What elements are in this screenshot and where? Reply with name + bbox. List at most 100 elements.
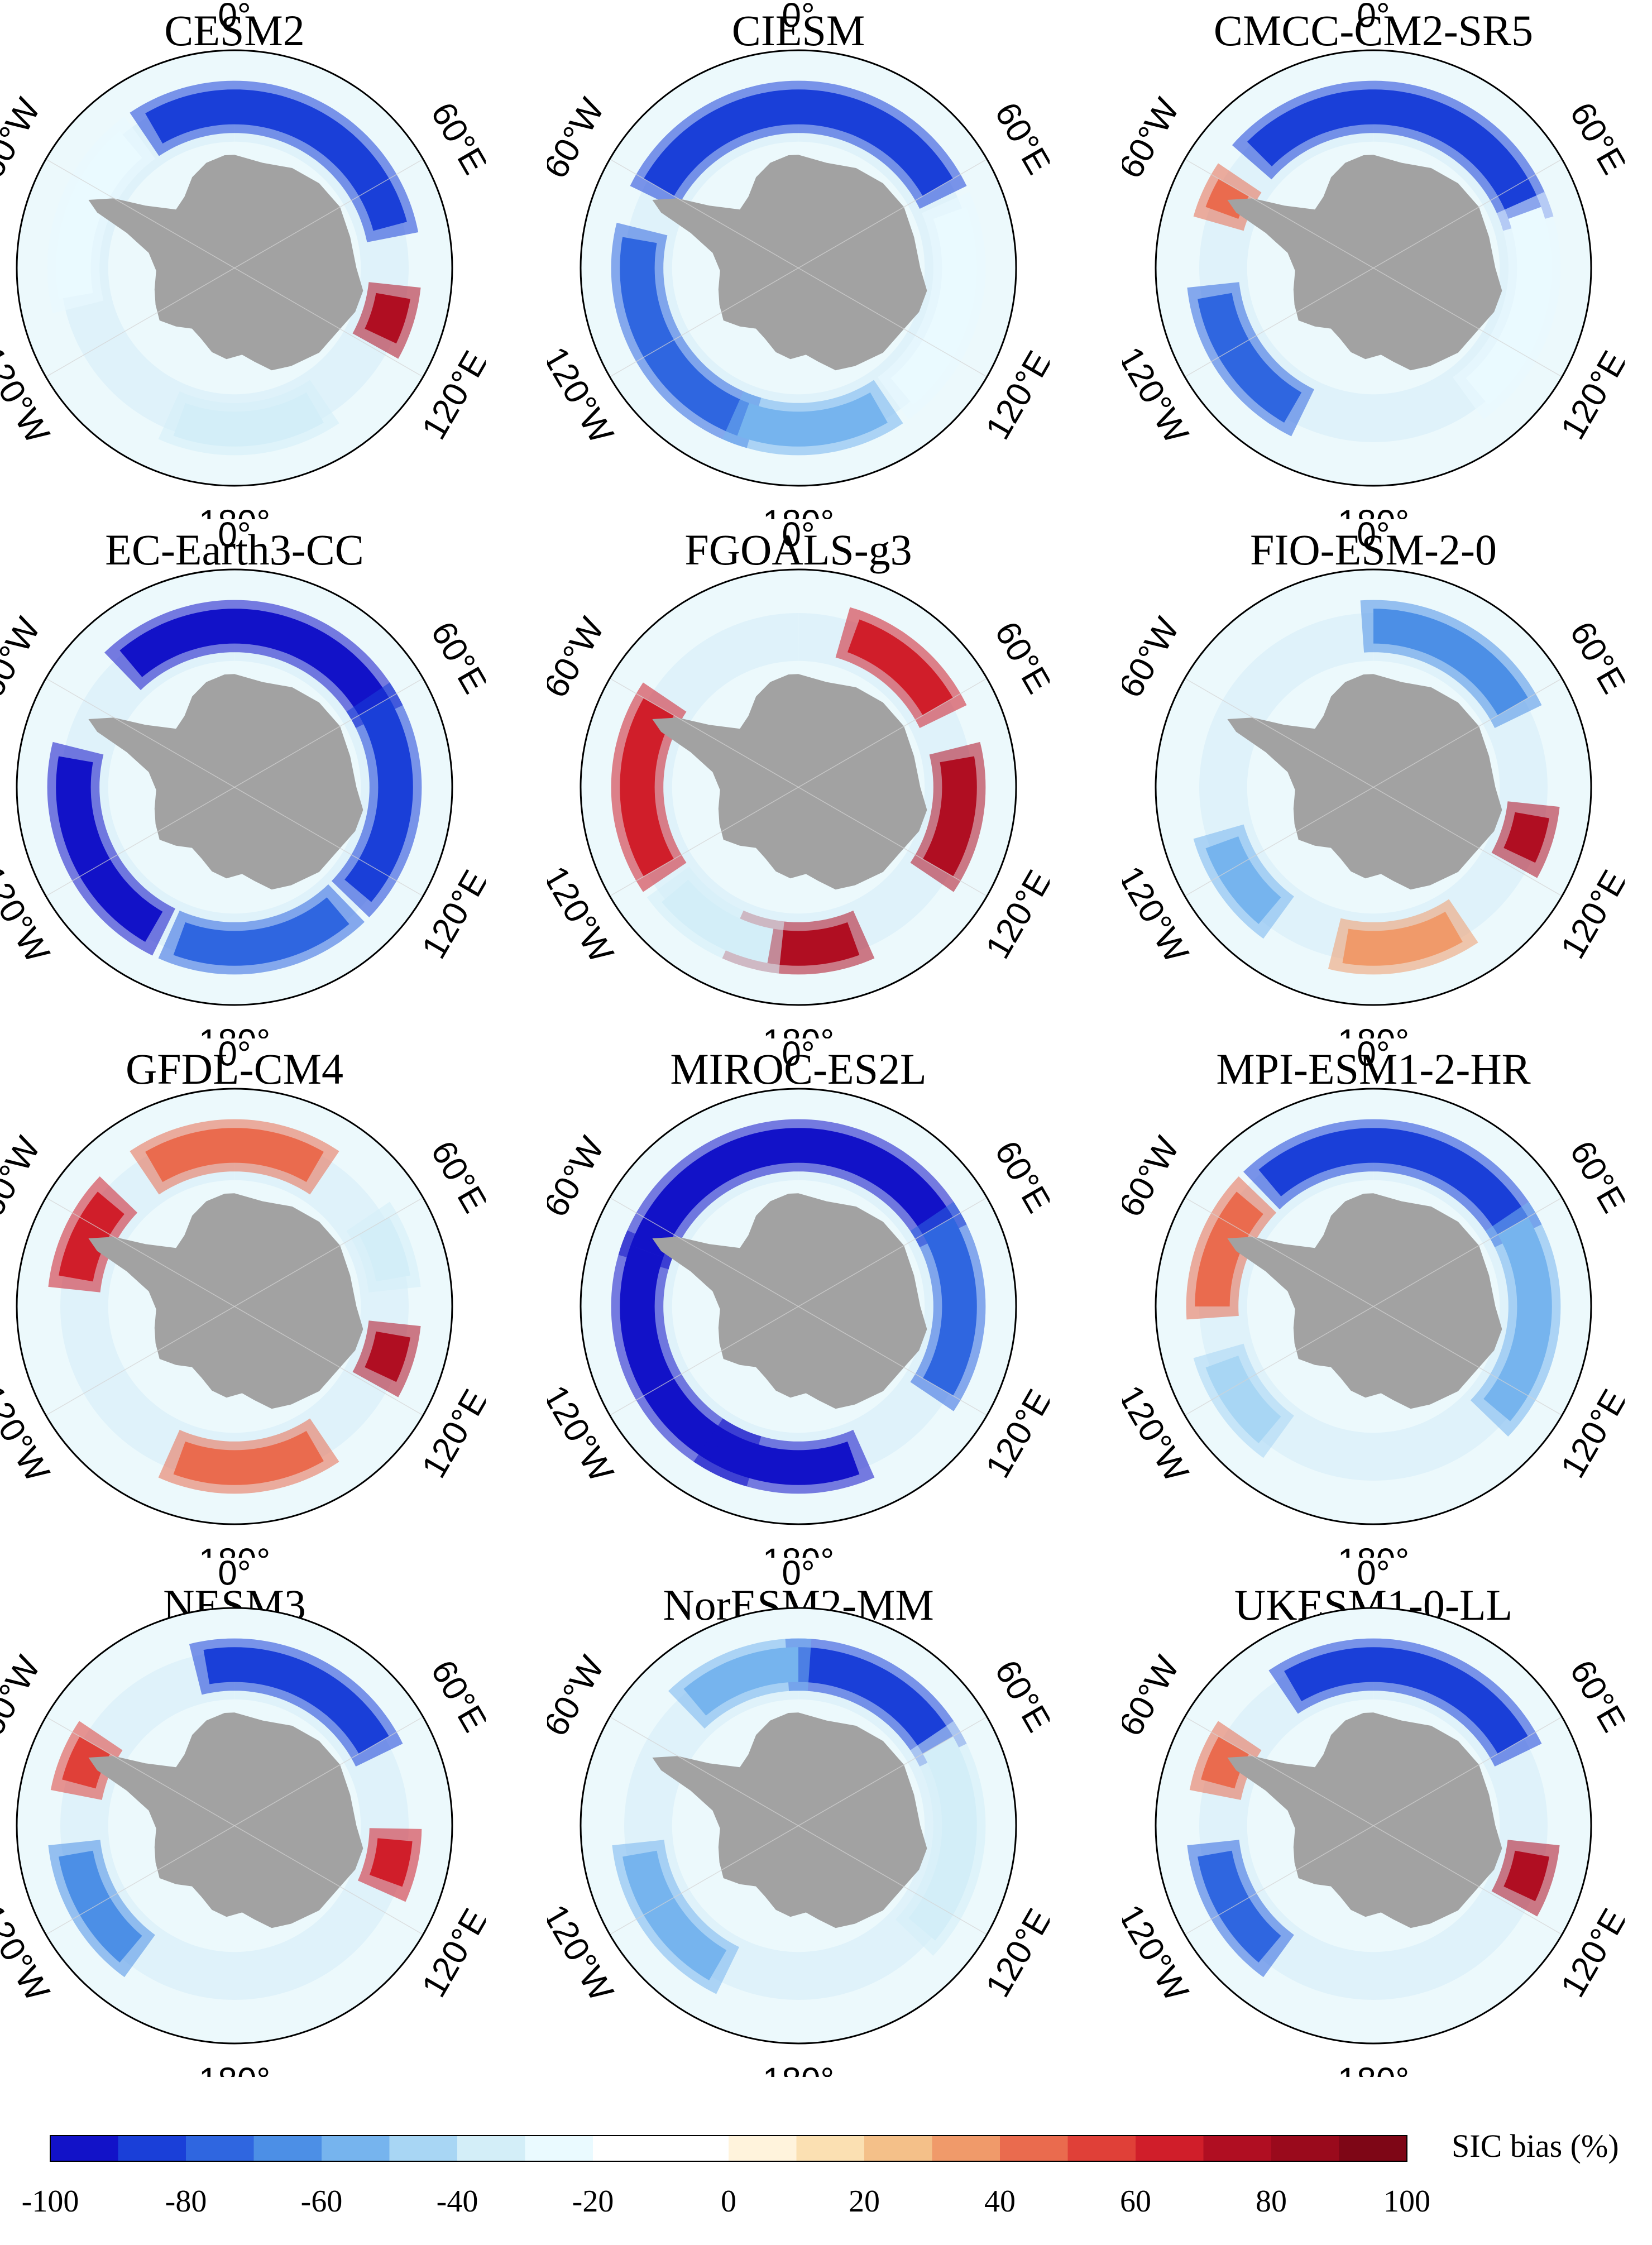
bias-region bbox=[145, 89, 407, 231]
panel-title: CESM2 bbox=[164, 6, 305, 55]
bias-region bbox=[737, 392, 888, 447]
colorbar-tick-label: 60 bbox=[1120, 2184, 1151, 2219]
map-frame bbox=[16, 1607, 453, 2045]
longitude-label: 60°W bbox=[1122, 1649, 1187, 1743]
longitude-label: 180° bbox=[199, 2061, 270, 2077]
bias-region bbox=[709, 1430, 860, 1485]
bias-region bbox=[683, 1647, 798, 1716]
colorbar-segment bbox=[457, 2136, 526, 2161]
bias-region bbox=[798, 1647, 953, 1754]
longitude-label: 180° bbox=[1338, 1022, 1409, 1038]
panel-grid: CESM20°60°E120°E180°120°W60°WCIESM0°60°E… bbox=[0, 0, 1625, 2077]
colorbar-tick-label: -40 bbox=[437, 2184, 478, 2219]
colorbar-segment bbox=[796, 2136, 865, 2161]
map-frame bbox=[1155, 1088, 1592, 1525]
longitude-label: 180° bbox=[199, 1022, 270, 1038]
map-frame bbox=[16, 1088, 453, 1525]
colorbar-segment bbox=[1271, 2136, 1340, 2161]
colorbar-segment bbox=[389, 2136, 458, 2161]
colorbar-segment bbox=[660, 2136, 729, 2161]
meridian-line bbox=[1184, 1716, 1563, 1935]
bias-region bbox=[620, 698, 674, 877]
longitude-label: 60°E bbox=[423, 96, 486, 181]
bias-region bbox=[890, 207, 977, 405]
colorbar-tick-label: -100 bbox=[22, 2184, 79, 2219]
bias-region bbox=[173, 897, 349, 966]
bias-region bbox=[369, 1838, 413, 1887]
colorbar-segment bbox=[50, 2136, 119, 2161]
longitude-label: 60°E bbox=[423, 1135, 486, 1219]
longitude-label: 60°W bbox=[547, 1649, 612, 1743]
bias-region bbox=[1503, 812, 1549, 863]
meridian-line bbox=[609, 678, 988, 897]
longitude-label: 0° bbox=[782, 0, 815, 35]
longitude-label: 180° bbox=[1338, 503, 1409, 519]
longitude-label: 180° bbox=[763, 1022, 834, 1038]
longitude-label: 180° bbox=[1338, 1542, 1409, 1558]
map-frame bbox=[580, 1607, 1017, 2045]
longitude-label: 180° bbox=[199, 503, 270, 519]
longitude-label: 0° bbox=[218, 0, 251, 35]
longitude-label: 180° bbox=[1338, 2061, 1409, 2077]
panel-title: MPI-ESM1-2-HR bbox=[1216, 1045, 1531, 1093]
bias-region bbox=[173, 1430, 324, 1485]
colorbar-segment bbox=[253, 2136, 322, 2161]
meridian-line bbox=[1184, 1197, 1563, 1416]
bias-region bbox=[1503, 1850, 1549, 1902]
map-frame bbox=[580, 568, 1017, 1006]
bias-region bbox=[203, 1647, 389, 1754]
bias-region bbox=[1258, 1128, 1528, 1235]
bias-region bbox=[623, 1850, 727, 1980]
meridian-line bbox=[609, 1716, 988, 1935]
bias-region bbox=[344, 698, 413, 902]
longitude-label: 180° bbox=[763, 503, 834, 519]
bias-region bbox=[620, 237, 749, 436]
bias-region bbox=[1373, 609, 1528, 716]
panel-title: CMCC-CM2-SR5 bbox=[1213, 6, 1534, 55]
map-frame bbox=[1155, 568, 1592, 1006]
meridian-line bbox=[609, 159, 988, 377]
bias-region bbox=[908, 1736, 977, 1941]
longitude-label: 60°W bbox=[547, 92, 612, 185]
longitude-label: 0° bbox=[1357, 1038, 1390, 1073]
map-frame bbox=[580, 1088, 1017, 1525]
colorbar-segment bbox=[864, 2136, 933, 2161]
colorbar-title: SIC bias (%) bbox=[1452, 2128, 1619, 2164]
panel-title: GFDL-CM4 bbox=[125, 1045, 344, 1093]
bias-region bbox=[922, 756, 977, 877]
map-frame bbox=[1155, 1607, 1592, 2045]
bias-region bbox=[365, 293, 410, 344]
colorbar-tick-label: -80 bbox=[165, 2184, 207, 2219]
colorbar-segment bbox=[593, 2136, 662, 2161]
longitude-label: 60°W bbox=[547, 1130, 612, 1223]
longitude-label: 0° bbox=[218, 1558, 251, 1592]
colorbar-segment bbox=[118, 2136, 186, 2161]
colorbar-segment bbox=[186, 2136, 255, 2161]
longitude-label: 60°E bbox=[987, 1135, 1050, 1219]
meridian-line bbox=[45, 1197, 424, 1416]
meridian-line bbox=[45, 1716, 424, 1935]
bias-region bbox=[1195, 1191, 1263, 1306]
meridian-line bbox=[45, 159, 424, 377]
bias-region bbox=[59, 1850, 142, 1962]
colorbar-segment bbox=[1339, 2136, 1407, 2161]
longitude-label: 0° bbox=[782, 1558, 815, 1592]
panel-title: FIO-ESM-2-0 bbox=[1250, 525, 1497, 574]
bias-region bbox=[1466, 207, 1552, 405]
colorbar-segment bbox=[1000, 2136, 1069, 2161]
bias-region bbox=[119, 609, 389, 716]
colorbar-tick-label: -60 bbox=[301, 2184, 343, 2219]
bias-region bbox=[56, 131, 142, 299]
colorbar: -100 -80 -60 -40 -20 0 20 40 60 80 100 SIC bias (%) bbox=[22, 2128, 1619, 2219]
colorbar-tick-label: 0 bbox=[721, 2184, 736, 2219]
map-frame bbox=[1155, 49, 1592, 487]
colorbar-tick-label: -20 bbox=[572, 2184, 614, 2219]
bias-region bbox=[1342, 911, 1463, 966]
colorbar-segment bbox=[932, 2136, 1000, 2161]
colorbar-segment bbox=[1136, 2136, 1204, 2161]
